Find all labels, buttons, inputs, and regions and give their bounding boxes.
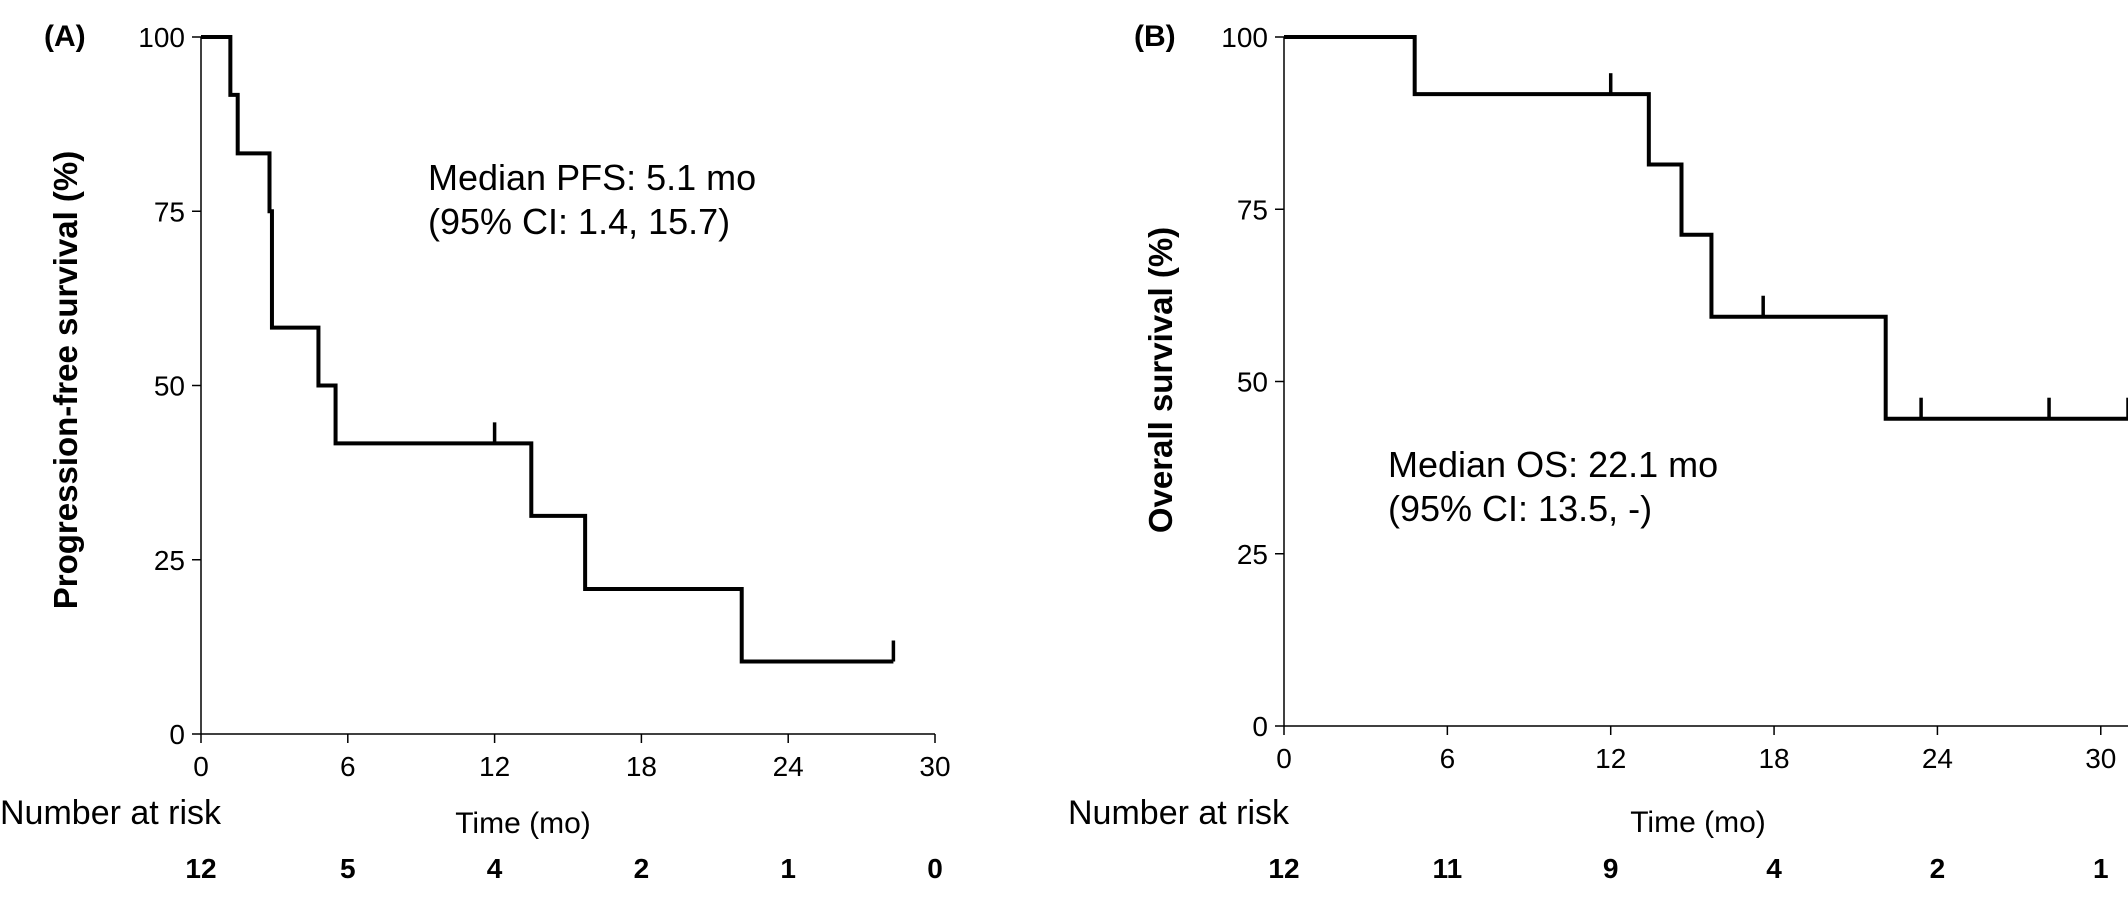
panel-a-chart: (A) Progression-free survival (%) Median… [0, 20, 951, 884]
panel-b-y-tick-label: 0 [1252, 711, 1268, 742]
panel-b-label: (B) [1134, 20, 1176, 53]
panel-b-number-at-risk-label: Number at risk [1068, 794, 1290, 832]
panel-a-annotation-line-1: Median PFS: 5.1 mo [428, 157, 756, 198]
panel-a-survival-curve [201, 35, 894, 664]
panel-b-x-tick-label: 6 [1440, 743, 1456, 774]
panel-b-risk-count: 2 [1930, 853, 1946, 884]
panel-b-risk-count: 11 [1433, 853, 1463, 884]
panel-a-x-axis-title: Time (mo) [455, 807, 591, 840]
panel-b-x-axis-title: Time (mo) [1630, 806, 1766, 839]
panel-a-risk-count: 1 [780, 853, 796, 884]
panel-b-x-tick-label: 18 [1758, 743, 1789, 774]
panel-b-x-tick-label: 30 [2085, 743, 2116, 774]
panel-a-y-tick-label: 100 [138, 22, 185, 53]
panel-a-risk-count: 5 [340, 853, 356, 884]
panel-b-x-tick-label: 24 [1922, 743, 1953, 774]
panel-b-survival-curve [1284, 35, 2128, 421]
panel-a-y-tick-label: 0 [169, 719, 185, 750]
panel-b-y-axis-title: Overall survival (%) [1142, 227, 1179, 533]
panel-b-annotation-line-2: (95% CI: 13.5, -) [1388, 488, 1652, 529]
panel-a-y-tick-label: 25 [154, 545, 185, 576]
panel-b-risk-count: 9 [1603, 853, 1619, 884]
panel-a-risk-count: 2 [634, 853, 650, 884]
panel-a-number-at-risk-label: Number at risk [0, 794, 222, 832]
panel-a-y-tick-label: 75 [154, 196, 185, 227]
panel-b-risk-count: 12 [1268, 853, 1299, 884]
panel-b-y-tick-label: 100 [1221, 22, 1268, 53]
panel-a-risk-count: 0 [927, 853, 943, 884]
panel-a-x-tick-label: 18 [626, 751, 657, 782]
panel-a-x-tick-label: 30 [919, 751, 950, 782]
panel-a-label: (A) [44, 20, 86, 53]
panel-b-x-tick-label: 0 [1276, 743, 1292, 774]
panel-a-x-tick-label: 12 [479, 751, 510, 782]
panel-b-y-tick-label: 25 [1237, 539, 1268, 570]
panel-a-y-axis-title: Progression-free survival (%) [47, 151, 84, 610]
panel-a-x-tick-label: 0 [193, 751, 209, 782]
panel-b-y-tick-label: 50 [1237, 367, 1268, 398]
panel-a-risk-count: 4 [487, 853, 503, 884]
panel-a-risk-count: 12 [185, 853, 216, 884]
panel-a-x-tick-label: 6 [340, 751, 356, 782]
panel-b-risk-count: 1 [2093, 853, 2109, 884]
panel-a-y-tick-label: 50 [154, 371, 185, 402]
panel-b-annotation-line-1: Median OS: 22.1 mo [1388, 444, 1718, 485]
panel-b-risk-count: 4 [1766, 853, 1782, 884]
panel-a-annotation-line-2: (95% CI: 1.4, 15.7) [428, 201, 730, 242]
panel-a-x-tick-label: 24 [773, 751, 804, 782]
panel-b-y-tick-label: 75 [1237, 194, 1268, 225]
panel-b-chart: (B) Overall survival (%) Median OS: 22.1… [1068, 20, 2128, 884]
panel-b-x-tick-label: 12 [1595, 743, 1626, 774]
